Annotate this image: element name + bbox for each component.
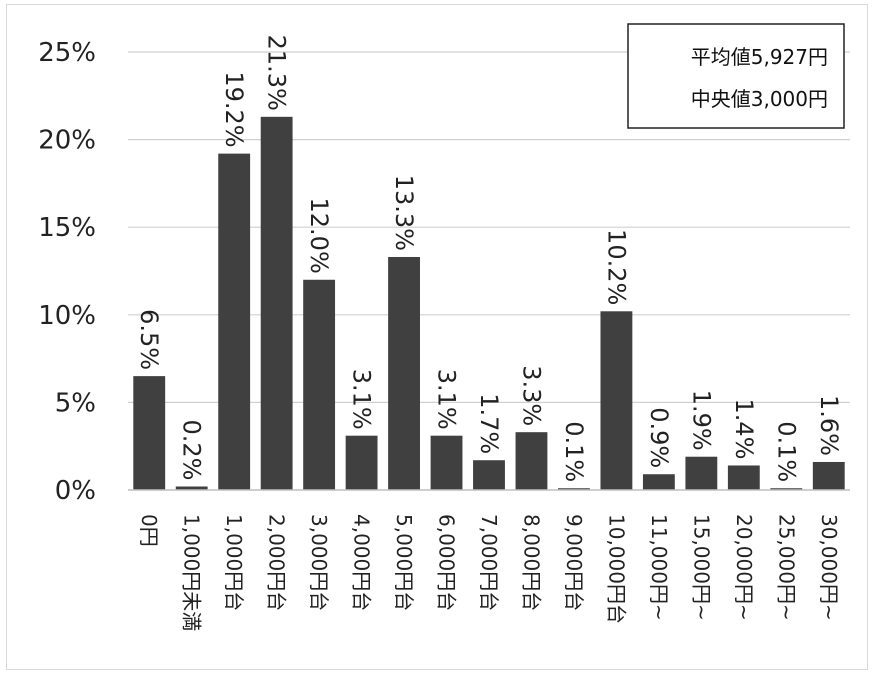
- bar: [727, 465, 760, 490]
- stats-box: 平均値5,927円 中央値3,000円: [627, 23, 845, 129]
- data-label: 0.1%: [772, 421, 800, 482]
- category-label: 7,000円台: [477, 514, 501, 611]
- category-label: 6,000円台: [435, 514, 459, 611]
- y-tick-label: 10%: [38, 301, 96, 331]
- data-label: 10.2%: [602, 229, 630, 305]
- data-label: 3.1%: [433, 369, 461, 430]
- category-label: 1,000円未満: [180, 514, 204, 631]
- category-label: 15,000円~: [689, 514, 713, 621]
- bar: [685, 456, 718, 490]
- data-label: 3.1%: [348, 369, 376, 430]
- bar: [812, 461, 845, 490]
- bar: [175, 486, 208, 490]
- y-tick-label: 0%: [55, 476, 96, 506]
- data-label: 12.0%: [305, 198, 333, 274]
- category-label: 2,000円台: [265, 514, 289, 611]
- category-label: 0円: [137, 514, 161, 547]
- bar: [558, 488, 590, 490]
- data-labels: 6.5% 0.2% 19.2% 21.3% 12.0% 3.1% 13.3% 3.1% 1.7%…: [135, 35, 843, 483]
- bar: [473, 460, 505, 490]
- category-label: 1,000円台: [222, 514, 246, 611]
- category-label: 5,000円台: [392, 514, 416, 611]
- stats-mean: 平均値5,927円: [691, 45, 828, 69]
- category-label: 20,000円~: [732, 514, 756, 621]
- category-label: 3,000円台: [307, 514, 331, 611]
- bars: [133, 116, 845, 490]
- data-label: 19.2%: [220, 71, 248, 147]
- data-label: 1.4%: [730, 398, 758, 459]
- data-label: 1.9%: [687, 390, 715, 451]
- data-label: 13.3%: [390, 175, 418, 251]
- y-tick-label: 25%: [38, 38, 96, 68]
- bar: [260, 116, 293, 490]
- y-tick-label: 5%: [55, 388, 96, 418]
- bar: [770, 488, 803, 490]
- bar: [303, 279, 336, 490]
- data-label: 0.2%: [178, 420, 206, 481]
- category-label: 25,000円~: [774, 514, 798, 621]
- category-label: 11,000円~: [647, 514, 671, 621]
- bar: [345, 435, 378, 490]
- data-label: 1.6%: [815, 395, 843, 456]
- y-tick-label: 15%: [38, 213, 96, 243]
- bar: [642, 474, 675, 490]
- stats-median: 中央値3,000円: [691, 87, 828, 111]
- category-label: 9,000円台: [562, 514, 586, 611]
- bar: [515, 432, 548, 490]
- category-label: 30,000円~: [817, 514, 841, 621]
- data-label: 21.3%: [263, 35, 291, 111]
- data-label: 0.9%: [645, 407, 673, 468]
- bar: [388, 256, 420, 490]
- bar: [600, 311, 633, 490]
- y-tick-label: 20%: [38, 126, 96, 156]
- bar: [430, 435, 463, 490]
- category-labels: 0円 1,000円未満 1,000円台 2,000円台 3,000円台 4,000円台 5,…: [137, 514, 841, 631]
- data-label: 0.1%: [560, 421, 588, 482]
- bar: [133, 376, 166, 490]
- category-label: 4,000円台: [350, 514, 374, 611]
- stats-box-border: [627, 23, 845, 129]
- data-label: 6.5%: [135, 309, 163, 370]
- category-label: 8,000円台: [519, 514, 543, 611]
- category-label: 10,000円台: [604, 514, 628, 624]
- data-label: 3.3%: [517, 365, 545, 426]
- bar: [218, 153, 251, 490]
- data-label: 1.7%: [475, 393, 503, 454]
- y-axis-ticks: 0% 5% 10% 15% 20% 25%: [38, 38, 96, 506]
